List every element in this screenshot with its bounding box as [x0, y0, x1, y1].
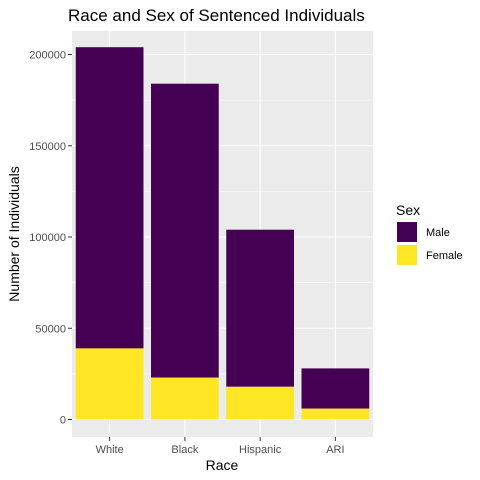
bar-female-hispanic — [226, 386, 294, 420]
legend-key-female — [397, 245, 417, 265]
bar-male-ari — [301, 368, 370, 409]
bar-male-black — [151, 83, 219, 378]
legend-label-male: Male — [426, 227, 450, 239]
bar-male-hispanic — [226, 229, 294, 387]
y-tick-label: 150000 — [29, 141, 66, 153]
y-tick-label: 200000 — [29, 50, 66, 62]
y-tick-label: 100000 — [29, 232, 66, 244]
bar-female-white — [75, 348, 144, 420]
bar-female-ari — [301, 408, 370, 420]
x-tick-label: Hispanic — [239, 444, 282, 456]
y-tick-label: 50000 — [35, 323, 66, 335]
y-axis-title: Number of Individuals — [6, 166, 22, 301]
y-tick-label: 0 — [60, 415, 66, 427]
chart-title: Race and Sex of Sentenced Individuals — [68, 6, 365, 25]
bar-female-black — [151, 377, 219, 420]
y-axis-ticks: 0 50000 100000 150000 200000 — [29, 50, 72, 427]
legend-title: Sex — [396, 202, 420, 218]
bar-male-white — [75, 47, 144, 349]
legend: Sex Male Female — [396, 202, 463, 265]
x-axis-ticks: White Black Hispanic ARI — [96, 437, 345, 456]
x-tick-label: Black — [171, 444, 198, 456]
x-tick-label: ARI — [326, 444, 344, 456]
x-axis-title: Race — [206, 457, 239, 473]
legend-label-female: Female — [426, 250, 463, 262]
x-tick-label: White — [96, 444, 124, 456]
legend-key-male — [397, 222, 417, 242]
bars — [75, 47, 370, 420]
